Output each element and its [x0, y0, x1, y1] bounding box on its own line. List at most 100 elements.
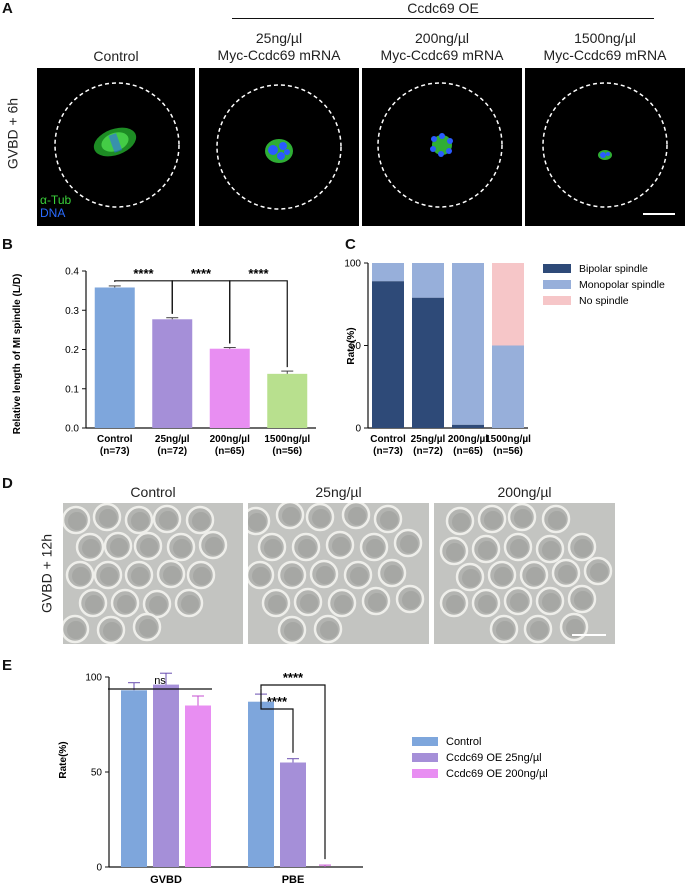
chart-c-category-n: (n=65) [453, 446, 483, 457]
chart-e-category-label: PBE [282, 874, 305, 886]
oocyte-core [181, 595, 199, 613]
dic-image-25 [248, 503, 429, 644]
chart-b-category-n: (n=73) [100, 446, 130, 457]
chart-e-ytick-label: 50 [91, 768, 103, 779]
chart-e-category-label: GVBD [150, 874, 182, 886]
chart-e-ytick-label: 100 [85, 673, 102, 684]
chart-c-category-label: 200ng/µl [448, 434, 488, 445]
chart-c-category-label: 25ng/µl [411, 434, 446, 445]
oocyte-core [400, 535, 418, 553]
chart-e-ylabel: Rate(%) [58, 741, 69, 778]
oocyte-core [298, 539, 316, 557]
oocyte-core [478, 595, 496, 613]
oocyte-core [446, 595, 464, 613]
oocyte-core [548, 511, 566, 529]
chart-e-legend-label: Control [446, 736, 481, 748]
chart-b-significance-label: **** [133, 266, 154, 281]
chart-c-bar-segment [372, 281, 404, 428]
oocyte-core [264, 539, 282, 557]
oocyte-core [574, 539, 592, 557]
chart-c-legend-label: Bipolar spindle [579, 263, 648, 275]
micrograph-25 [199, 68, 359, 226]
panel-d-col-label-control: Control [130, 484, 176, 500]
chart-c-category-label: Control [370, 434, 406, 445]
chart-b-category-label: 1500ng/µl [264, 434, 310, 445]
chart-b-bar [94, 287, 135, 428]
chart-e-significance-label: **** [283, 670, 304, 685]
oocyte-core [478, 541, 496, 559]
oocyte-core [402, 591, 420, 609]
chart-c-legend-swatch [543, 264, 571, 273]
chart-b-ytick-label: 0.3 [65, 306, 79, 317]
oocyte-core [542, 541, 560, 559]
panel-a-col-label-200: 200ng/µl Myc-Ccdc69 mRNA [380, 30, 504, 63]
dic-image-control [63, 503, 243, 644]
oocyte-core [380, 511, 398, 529]
panel-label-c: C [345, 236, 356, 253]
ccdc69-oe-group-line [232, 18, 654, 19]
oocyte-core [163, 566, 181, 584]
chart-e-ytick-label: 0 [96, 863, 102, 874]
oocyte-core [82, 539, 100, 557]
panel-label-b: B [2, 236, 13, 253]
panel-label-d: D [2, 475, 13, 492]
oocyte-core [566, 619, 584, 637]
micrograph-1500 [525, 68, 685, 226]
chart-c-ytick-label: 100 [344, 259, 361, 270]
chart-c-legend-swatch [543, 280, 571, 289]
oocyte-core [248, 513, 266, 531]
chart-c-legend-label: Monopolar spindle [579, 279, 665, 291]
oocyte-core [574, 591, 592, 609]
oocyte-core [316, 566, 334, 584]
chart-c-bar-segment [492, 263, 524, 346]
oocyte-core [173, 539, 191, 557]
chart-e-significance-bracket [260, 688, 294, 753]
oocyte-core [494, 567, 512, 585]
chart-b-bar [152, 319, 193, 428]
chart-c: Rate(%) 0 50 100 Control(n=73) 25ng/µl(n=72… [344, 259, 665, 458]
panel-a-col-label-1500: 1500ng/µl Myc-Ccdc69 mRNA [543, 30, 667, 63]
oocyte-core [100, 567, 118, 585]
chart-e-bar [153, 684, 179, 867]
oocyte-core [85, 595, 103, 613]
panel-label-a: A [2, 0, 13, 17]
oocyte-core [131, 512, 149, 530]
panel-a-row-label: GVBD + 6h [4, 97, 21, 170]
ccdc69-oe-group-label: Ccdc69 OE [407, 0, 479, 16]
oocyte-core [68, 512, 86, 530]
oocyte-core [131, 567, 149, 585]
oocyte-core [446, 543, 464, 561]
chart-b-bar [209, 348, 250, 428]
chart-e-legend-swatch [412, 753, 438, 762]
oocyte-core [368, 593, 386, 611]
chart-b-significance-bracket [229, 280, 288, 368]
chart-b-ytick-label: 0.2 [65, 345, 79, 356]
oocyte-core [320, 621, 338, 639]
chart-b-category-label: 25ng/µl [155, 434, 190, 445]
chart-b-category-n: (n=65) [215, 446, 245, 457]
oocyte-core [99, 509, 117, 527]
oocyte-core [496, 621, 514, 639]
chart-c-ytick-label: 50 [350, 341, 362, 352]
chart-b-category-label: Control [97, 434, 133, 445]
oocyte-core [252, 567, 270, 585]
oocyte-core [284, 622, 302, 640]
oocyte-core [542, 593, 560, 611]
oocyte-core [484, 511, 502, 529]
oocyte-core [282, 507, 300, 525]
chart-c-bar-segment [492, 345, 524, 428]
oocyte-core [384, 565, 402, 583]
chart-c-bar-segment [412, 263, 444, 298]
chart-e: Rate(%) 0 50 100 ns **** **** GVBD PBE Contro… [58, 670, 548, 886]
chart-e-ns-label: ns [154, 675, 166, 687]
chart-b-significance-label: **** [191, 266, 212, 281]
chart-c-category-label: 1500ng/µl [485, 434, 531, 445]
stain-label-dna: DNA [40, 206, 66, 220]
oocyte-core [558, 565, 576, 583]
chart-e-bar [121, 690, 147, 867]
chart-e-bar [248, 701, 274, 867]
chart-c-category-n: (n=56) [493, 446, 523, 457]
oocyte-core [140, 538, 158, 556]
panel-label-e: E [2, 657, 13, 674]
oocyte-core [348, 507, 366, 525]
